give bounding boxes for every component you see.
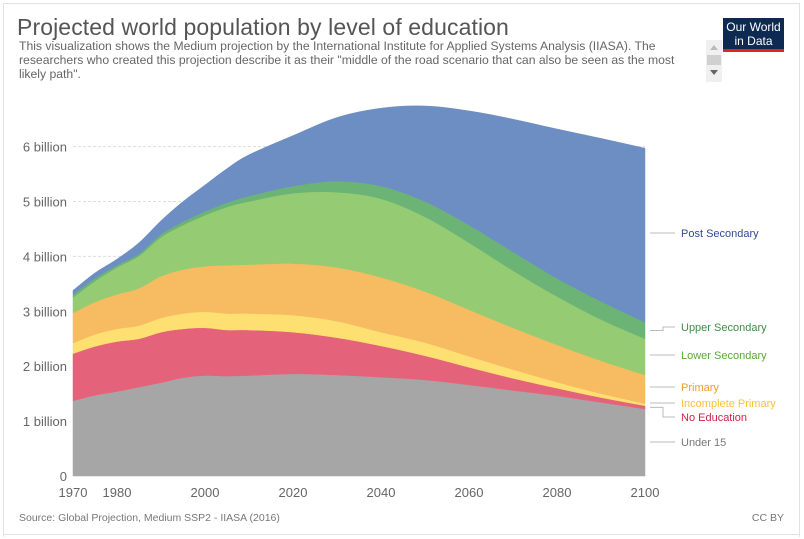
legend-connector	[650, 406, 675, 418]
chart-title: Projected world population by level of e…	[17, 14, 509, 40]
x-tick-label: 2060	[455, 485, 484, 500]
legend-label-no-education[interactable]: No Education	[681, 412, 747, 424]
legend-label-lower-secondary[interactable]: Lower Secondary	[681, 350, 767, 362]
x-tick-label: 1980	[103, 485, 132, 500]
y-tick-label: 5 billion	[23, 195, 67, 210]
source-note[interactable]: Source: Global Projection, Medium SSP2 -…	[19, 512, 280, 524]
y-tick-label: 3 billion	[23, 304, 67, 319]
logo-line-2: in Data	[734, 34, 773, 48]
legend-label-upper-secondary[interactable]: Upper Secondary	[681, 322, 767, 334]
owid-logo[interactable]: Our World in Data	[723, 18, 784, 52]
legend-label-under-15[interactable]: Under 15	[681, 437, 726, 449]
y-tick-label: 2 billion	[23, 359, 67, 374]
y-tick-label: 4 billion	[23, 249, 67, 264]
scroll-thumb[interactable]	[707, 55, 721, 65]
bottom-toolbar-edge	[3, 534, 800, 539]
x-axis-ticks: 1970 1980 2000 2020 2040 2060 2080 2100	[59, 485, 660, 500]
x-tick-label: 2000	[191, 485, 220, 500]
x-tick-label: 2040	[367, 485, 396, 500]
logo-line-1: Our World	[726, 20, 781, 34]
area-post-secondary[interactable]	[72, 105, 646, 323]
y-tick-label: 1 billion	[23, 414, 67, 429]
subtitle-scrollbar[interactable]	[706, 40, 722, 82]
y-axis-ticks: 0 1 billion 2 billion 3 billion 4 billion 5 b…	[23, 140, 67, 484]
legend-label-incomplete-primary[interactable]: Incomplete Primary	[681, 398, 776, 410]
x-tick-label: 1970	[59, 485, 88, 500]
y-tick-label: 6 billion	[23, 140, 67, 155]
area-layers	[72, 105, 646, 477]
x-tick-label: 2020	[279, 485, 308, 500]
scroll-up-arrow-icon[interactable]	[710, 45, 718, 50]
x-tick-label: 2080	[543, 485, 572, 500]
chart-subtitle: This visualization shows the Medium proj…	[19, 39, 675, 82]
legend: Under 15 No Education Incomplete Primary Pr…	[650, 228, 776, 449]
legend-label-primary[interactable]: Primary	[681, 382, 719, 394]
legend-label-post-secondary[interactable]: Post Secondary	[681, 228, 759, 240]
x-tick-label: 2100	[631, 485, 660, 500]
y-tick-label: 0	[60, 469, 67, 484]
scroll-down-arrow-icon[interactable]	[710, 70, 718, 75]
license-note[interactable]: CC BY	[751, 512, 784, 524]
legend-connector	[650, 326, 675, 331]
